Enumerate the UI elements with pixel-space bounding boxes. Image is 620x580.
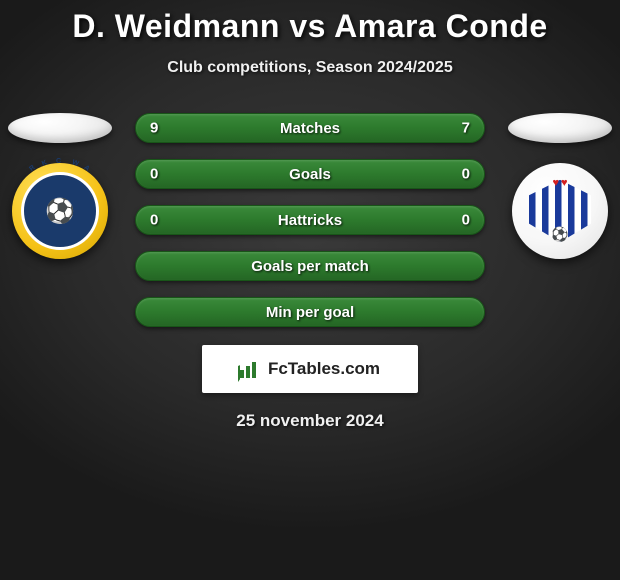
date-label: 25 november 2024 <box>0 411 620 431</box>
watermark-text: FcTables.com <box>268 359 380 379</box>
stat-label: Min per goal <box>266 304 354 321</box>
stat-label: Matches <box>280 120 340 137</box>
right-player-column: ♥♥ ⚽ <box>508 113 612 259</box>
stat-bar-goals: 0 Goals 0 <box>135 159 485 189</box>
left-player-column: R K C W A <box>8 113 112 259</box>
stat-label: Hattricks <box>278 212 342 229</box>
infographic-root: D. Weidmann vs Amara Conde Club competit… <box>0 0 620 580</box>
rkc-ring-text: R K C W A <box>12 163 108 259</box>
heerenveen-ball-icon: ⚽ <box>551 226 568 243</box>
player-placeholder-left <box>8 113 112 143</box>
stat-bar-min-per-goal: Min per goal <box>135 297 485 327</box>
stat-value-right: 0 <box>462 166 470 183</box>
heerenveen-hearts-icon: ♥♥ <box>552 177 567 189</box>
stat-value-left: 0 <box>150 212 158 229</box>
stats-area: R K C W A ♥♥ ⚽ 9 Matches 7 <box>0 113 620 431</box>
watermark-badge: FcTables.com <box>202 345 418 393</box>
stat-label: Goals <box>289 166 331 183</box>
stat-value-left: 0 <box>150 166 158 183</box>
stat-label: Goals per match <box>251 258 369 275</box>
stat-bar-matches: 9 Matches 7 <box>135 113 485 143</box>
subtitle: Club competitions, Season 2024/2025 <box>0 59 620 77</box>
club-badge-sc-heerenveen: ♥♥ ⚽ <box>512 163 608 259</box>
stat-value-left: 9 <box>150 120 158 137</box>
stat-value-right: 0 <box>462 212 470 229</box>
chart-icon <box>240 360 262 378</box>
stat-value-right: 7 <box>462 120 470 137</box>
stat-bar-hattricks: 0 Hattricks 0 <box>135 205 485 235</box>
stat-bars: 9 Matches 7 0 Goals 0 0 Hattricks 0 Goal… <box>135 113 485 327</box>
page-title: D. Weidmann vs Amara Conde <box>0 8 620 45</box>
club-badge-rkc-waalwijk: R K C W A <box>12 163 108 259</box>
player-placeholder-right <box>508 113 612 143</box>
stat-bar-goals-per-match: Goals per match <box>135 251 485 281</box>
